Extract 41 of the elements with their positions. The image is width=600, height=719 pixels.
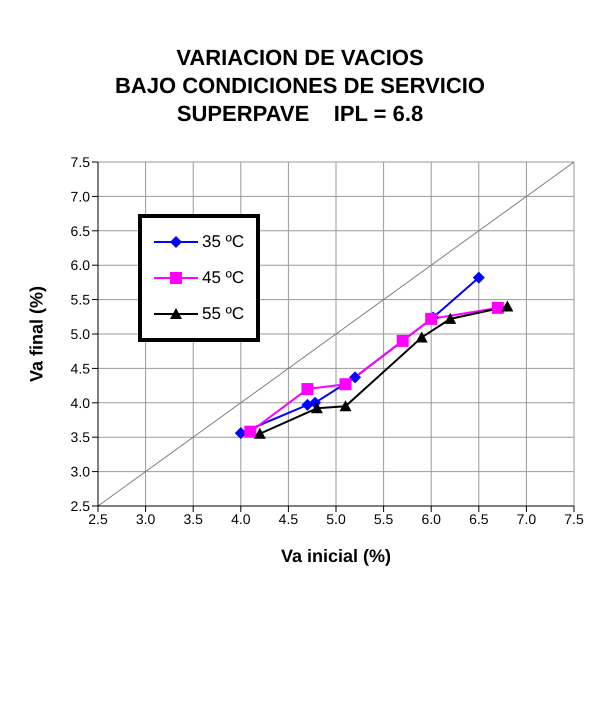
point	[472, 272, 485, 284]
y-tick-label: 6.5	[70, 222, 90, 239]
point	[444, 312, 456, 324]
point	[254, 428, 266, 439]
point	[340, 400, 352, 412]
y-tick-label: 5.0	[70, 326, 90, 342]
x-tick-label: 3.0	[136, 510, 156, 527]
point	[349, 371, 362, 384]
y-tick-label: 3.0	[70, 464, 90, 480]
y-tick-label: 2.5	[70, 498, 90, 514]
point	[340, 378, 352, 390]
x-tick-label: 3.5	[183, 510, 204, 527]
legend-label: 55 ºC	[202, 304, 244, 324]
x-tick-label: 4.0	[231, 510, 251, 527]
point	[501, 300, 514, 312]
y-tick-label: 7.5	[70, 154, 90, 170]
legend-label: 45 ºC	[202, 268, 244, 288]
point	[301, 383, 314, 396]
x-tick-label: 5.0	[326, 510, 346, 527]
point	[310, 402, 323, 414]
y-tick-label: 4.5	[70, 360, 90, 376]
legend-label: 35 ºC	[202, 232, 244, 252]
x-tick-label: 5.5	[374, 510, 394, 527]
chart-title: VARIACION DE VACIOS BAJO CONDICIONES DE SERVICIO SUPERPAVE IPL = 6.8	[114, 44, 486, 128]
x-tick-label: 6.5	[469, 510, 489, 527]
point	[492, 302, 504, 314]
x-tick-label: 6.0	[421, 510, 442, 527]
x-tick-label: 7.0	[516, 510, 536, 527]
x-tick-label: 7.5	[564, 510, 584, 527]
y-tick-label: 5.5	[70, 292, 90, 308]
x-tick-label: 2.5	[88, 510, 108, 527]
point	[416, 331, 428, 342]
x-tick-label: 4.5	[278, 510, 298, 527]
y-tick-label: 3.5	[70, 429, 90, 446]
point	[244, 426, 256, 438]
y-tick-label: 6.0	[70, 257, 90, 274]
y-tick-label: 7.0	[70, 188, 90, 204]
point	[396, 334, 409, 347]
y-axis-title: Va final (%)	[26, 286, 46, 382]
y-tick-label: 4.0	[70, 394, 90, 411]
x-axis-title: Va inicial (%)	[280, 546, 392, 566]
